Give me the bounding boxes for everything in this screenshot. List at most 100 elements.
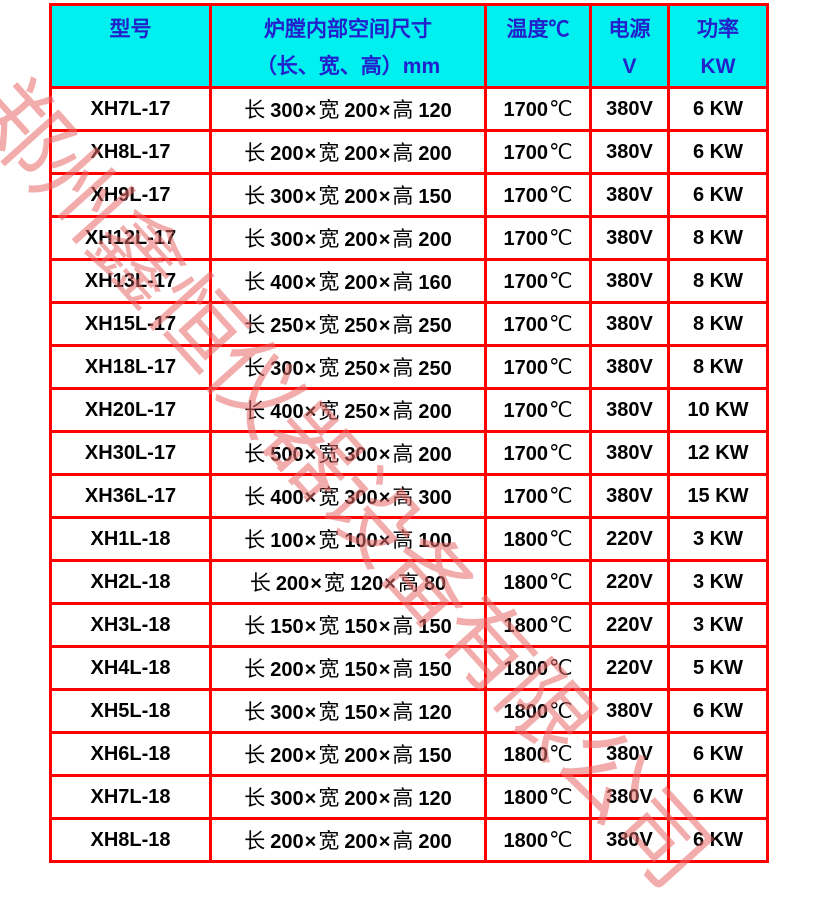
dim-height-label: 高: [392, 356, 414, 380]
dim-length-value: 200: [275, 573, 310, 595]
model-text: XH2L-18: [90, 570, 171, 593]
dim-length-value: 300: [270, 702, 304, 724]
model-text: XH4L-18: [90, 656, 171, 679]
table-row: XH4L-18 长 200×宽 150×高 150 1800℃ 220V 5 KW: [49, 645, 769, 691]
dim-width-label: 宽: [318, 786, 340, 810]
col-header-temp: 温度℃: [484, 3, 592, 89]
dim-width-value: 100: [344, 530, 378, 552]
temp-value: 1800: [503, 614, 548, 637]
model-cell: XH8L-17: [49, 129, 212, 175]
dim-width-label: 宽: [323, 571, 345, 595]
voltage-header-line1: 电源: [608, 18, 651, 41]
dim-separator: ×: [304, 487, 317, 509]
temp-value: 1700: [503, 270, 548, 293]
dim-length-label: 长: [244, 270, 266, 294]
dim-length-value: 300: [270, 229, 304, 251]
dim-width-label: 宽: [318, 700, 340, 724]
temp-unit: ℃: [548, 784, 573, 809]
temp-cell: 1800℃: [484, 559, 592, 605]
dim-length-label: 长: [244, 227, 266, 251]
temp-unit: ℃: [548, 483, 573, 508]
model-cell: XH6L-18: [49, 731, 212, 777]
power-value: 6 KW: [693, 828, 743, 851]
dim-length-value: 300: [270, 100, 304, 122]
temp-cell: 1800℃: [484, 731, 592, 777]
dim-height-value: 150: [418, 745, 452, 767]
dim-length-label: 长: [244, 442, 266, 466]
dim-height-value: 80: [423, 573, 447, 595]
power-cell: 8 KW: [667, 301, 769, 347]
dim-separator: ×: [304, 272, 317, 294]
dim-separator: ×: [378, 530, 391, 552]
temp-value: 1700: [503, 313, 548, 336]
dim-length-value: 100: [270, 530, 304, 552]
dim-length-label: 长: [244, 528, 266, 552]
power-cell: 6 KW: [667, 774, 769, 820]
dim-separator: ×: [304, 186, 317, 208]
temp-cell: 1700℃: [484, 387, 592, 433]
dim-length-label: 长: [244, 657, 266, 681]
temp-value: 1700: [503, 485, 548, 508]
temp-unit: ℃: [548, 569, 573, 594]
dim-width-label: 宽: [318, 614, 340, 638]
power-cell: 8 KW: [667, 258, 769, 304]
dim-separator: ×: [304, 616, 317, 638]
voltage-cell: 380V: [589, 129, 670, 175]
model-text: XH15L-17: [84, 312, 177, 335]
dim-length-value: 300: [270, 788, 304, 810]
power-cell: 10 KW: [667, 387, 769, 433]
power-value: 3 KW: [693, 570, 743, 593]
dim-separator: ×: [378, 315, 391, 337]
table-row: XH30L-17 长 500×宽 300×高 200 1700℃ 380V 12 KW: [49, 430, 769, 476]
table-row: XH8L-17 长 200×宽 200×高 200 1700℃ 380V 6 KW: [49, 129, 769, 175]
power-cell: 8 KW: [667, 215, 769, 261]
power-value: 8 KW: [693, 269, 743, 292]
temp-value: 1800: [503, 700, 548, 723]
dims-cell: 长 300×宽 200×高 120: [209, 86, 487, 132]
voltage-cell: 380V: [589, 774, 670, 820]
model-text: XH18L-17: [84, 355, 177, 378]
voltage-value: 380V: [606, 226, 653, 249]
temp-value: 1700: [503, 399, 548, 422]
power-cell: 6 KW: [667, 129, 769, 175]
dim-height-label: 高: [397, 571, 419, 595]
dim-separator: ×: [304, 788, 317, 810]
model-cell: XH30L-17: [49, 430, 212, 476]
temp-header-label: 温度℃: [506, 18, 570, 41]
model-cell: XH18L-17: [49, 344, 212, 390]
model-text: XH6L-18: [90, 742, 171, 765]
dim-separator: ×: [304, 530, 317, 552]
power-value: 12 KW: [687, 441, 749, 464]
temp-unit: ℃: [548, 440, 573, 465]
dim-width-label: 宽: [318, 528, 340, 552]
dims-cell: 长 200×宽 200×高 150: [209, 731, 487, 777]
dim-height-value: 160: [418, 272, 452, 294]
dim-height-label: 高: [392, 528, 414, 552]
dim-length-value: 150: [270, 616, 304, 638]
model-text: XH5L-18: [90, 699, 171, 722]
dim-length-value: 200: [270, 831, 304, 853]
dim-separator: ×: [304, 229, 317, 251]
power-header-line1: 功率: [697, 18, 739, 41]
voltage-cell: 380V: [589, 344, 670, 390]
voltage-cell: 380V: [589, 473, 670, 519]
model-text: XH13L-17: [84, 269, 177, 292]
dim-separator: ×: [378, 616, 391, 638]
power-cell: 12 KW: [667, 430, 769, 476]
model-cell: XH9L-17: [49, 172, 212, 218]
dim-length-label: 长: [244, 786, 266, 810]
model-text: XH7L-18: [90, 785, 171, 808]
dims-header-line1: 炉膛内部空间尺寸: [264, 18, 432, 41]
voltage-value: 380V: [606, 312, 653, 335]
dim-separator: ×: [304, 745, 317, 767]
dim-width-label: 宽: [318, 399, 340, 423]
dim-height-value: 200: [418, 401, 452, 423]
temp-value: 1700: [503, 356, 548, 379]
dim-length-label: 长: [244, 313, 266, 337]
power-value: 6 KW: [693, 699, 743, 722]
voltage-header-line2: V: [622, 55, 637, 79]
model-text: XH1L-18: [90, 527, 171, 550]
temp-unit: ℃: [548, 139, 573, 164]
temp-value: 1800: [503, 657, 548, 680]
power-value: 8 KW: [693, 355, 743, 378]
